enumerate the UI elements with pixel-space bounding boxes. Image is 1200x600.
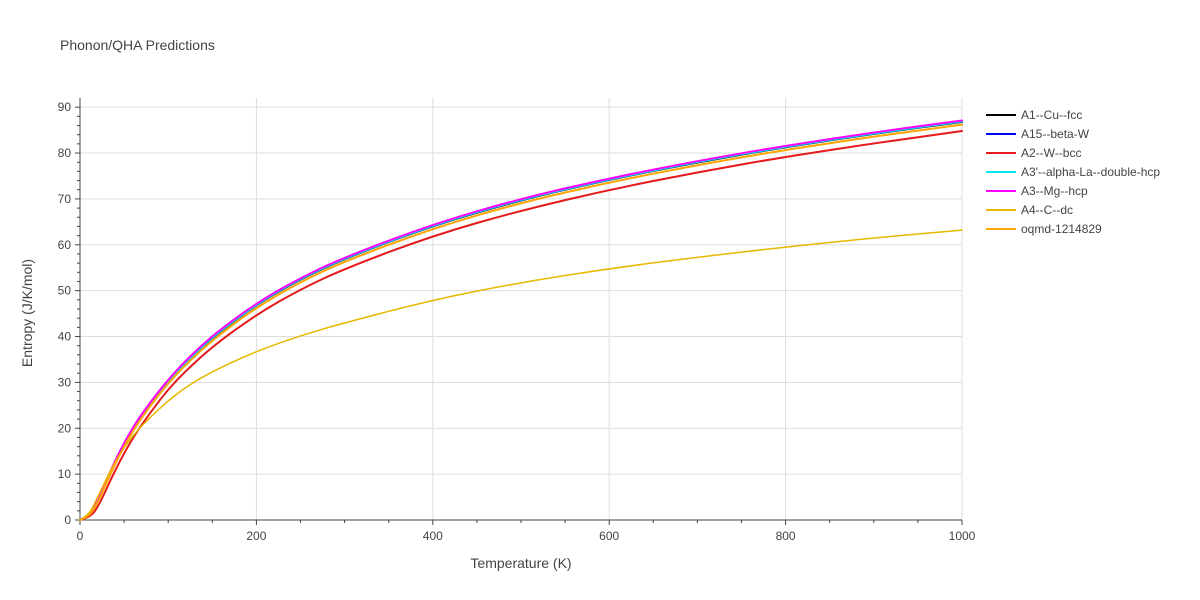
x-tick-label: 800 [776,529,796,543]
series-line-1 [79,120,963,521]
legend-label: A1--Cu--fcc [1021,108,1082,122]
series-line-3 [79,120,963,521]
legend-item[interactable]: oqmd-1214829 [986,222,1102,236]
legend-label: A3'--alpha-La--double-hcp [1021,165,1160,179]
y-tick-label: 30 [58,375,72,389]
legend[interactable]: A1--Cu--fcc A15--beta-W A2--W--bcc A3'--alp… [986,108,1160,236]
legend-label: oqmd-1214829 [1021,222,1102,236]
legend-label: A15--beta-W [1021,127,1090,141]
y-tick-label: 40 [58,330,72,344]
x-tick-label: 600 [599,529,619,543]
legend-item[interactable]: A3--Mg--hcp [986,184,1088,198]
grid [80,98,963,520]
legend-label: A4--C--dc [1021,203,1073,217]
y-tick-label: 90 [58,100,72,114]
series-line-4 [79,119,963,521]
series-line-2 [79,130,963,521]
legend-item[interactable]: A1--Cu--fcc [986,108,1082,122]
legend-item[interactable]: A15--beta-W [986,127,1090,141]
series-line-0 [79,120,963,521]
y-tick-label: 50 [58,284,72,298]
x-tick-label: 0 [77,529,84,543]
legend-item[interactable]: A4--C--dc [986,203,1073,217]
legend-label: A3--Mg--hcp [1021,184,1088,198]
x-tick-label: 400 [423,529,443,543]
legend-item[interactable]: A2--W--bcc [986,146,1081,160]
x-axis-label: Temperature (K) [470,555,571,571]
y-tick-label: 60 [58,238,72,252]
y-tick-label: 20 [58,421,72,435]
legend-item[interactable]: A3'--alpha-La--double-hcp [986,165,1160,179]
x-tick-label: 1000 [949,529,976,543]
x-tick-label: 200 [246,529,266,543]
y-tick-label: 80 [58,146,72,160]
series-lines [79,119,963,521]
series-line-5 [79,229,963,521]
y-tick-label: 10 [58,467,72,481]
y-axis-label: Entropy (J/K/mol) [19,259,35,367]
axes: 0 200 400 600 800 1000 0 10 20 30 40 50 60 70 80 90 [58,98,976,543]
y-tick-label: 0 [64,513,71,527]
series-line-6 [79,123,963,521]
legend-label: A2--W--bcc [1021,146,1081,160]
chart-title: Phonon/QHA Predictions [60,37,215,53]
y-tick-label: 70 [58,192,72,206]
